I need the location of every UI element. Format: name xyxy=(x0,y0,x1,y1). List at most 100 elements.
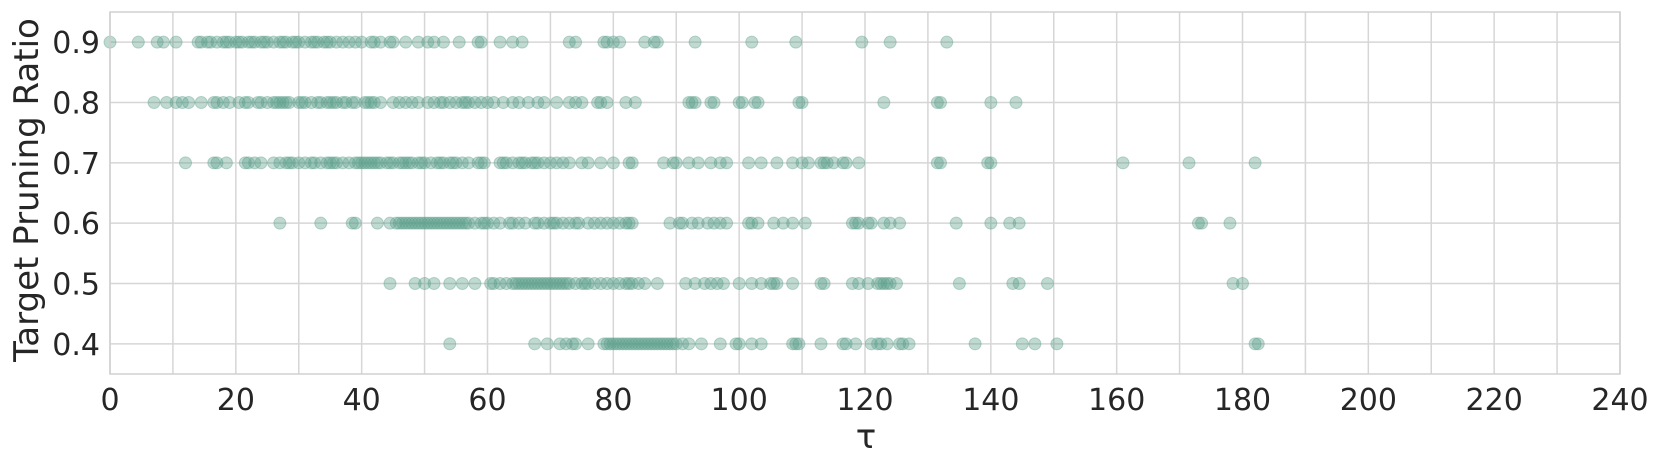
data-point xyxy=(487,96,501,109)
data-point xyxy=(883,216,897,230)
data-point xyxy=(896,337,910,351)
data-point xyxy=(949,216,963,230)
data-point xyxy=(562,35,576,49)
data-point xyxy=(694,337,708,351)
data-point xyxy=(361,156,375,170)
data-point xyxy=(436,216,450,230)
data-point xyxy=(411,35,425,49)
data-point xyxy=(458,216,472,230)
y-tick-label: 0.5 xyxy=(52,268,100,303)
data-point xyxy=(389,216,403,230)
y-tick-label: 0.9 xyxy=(52,26,100,61)
data-point xyxy=(861,216,875,230)
data-point xyxy=(748,96,762,109)
data-point xyxy=(367,156,381,170)
data-point xyxy=(254,96,268,109)
data-point xyxy=(581,216,595,230)
data-point xyxy=(374,156,388,170)
data-point xyxy=(462,156,476,170)
data-point xyxy=(207,156,221,170)
data-point xyxy=(421,216,435,230)
data-point xyxy=(632,337,645,351)
data-point xyxy=(547,277,561,290)
data-point xyxy=(348,156,362,170)
data-point xyxy=(562,156,576,170)
data-point xyxy=(550,216,564,230)
data-point xyxy=(345,96,359,109)
data-point xyxy=(600,337,614,351)
data-point xyxy=(650,277,664,290)
data-point xyxy=(320,156,334,170)
data-point xyxy=(518,216,532,230)
data-point xyxy=(436,35,450,49)
data-point xyxy=(792,337,806,351)
data-point xyxy=(455,156,469,170)
data-point xyxy=(348,96,362,109)
data-point xyxy=(594,96,608,109)
data-point xyxy=(531,96,545,109)
data-point xyxy=(285,156,299,170)
data-point xyxy=(386,35,400,49)
data-point xyxy=(789,337,803,351)
data-point xyxy=(314,156,328,170)
data-point xyxy=(414,216,428,230)
data-point xyxy=(399,96,413,109)
data-point xyxy=(436,96,450,109)
x-tick-label: 60 xyxy=(468,383,506,418)
data-point xyxy=(632,277,645,290)
data-point xyxy=(399,35,413,49)
x-axis-label: τ xyxy=(856,417,876,457)
data-point xyxy=(257,35,271,49)
data-point xyxy=(515,156,529,170)
data-point xyxy=(676,216,690,230)
data-point xyxy=(754,337,768,351)
data-point xyxy=(754,277,768,290)
data-point xyxy=(405,156,419,170)
data-point xyxy=(861,277,875,290)
data-point xyxy=(270,96,284,109)
data-point xyxy=(666,337,680,351)
data-point xyxy=(691,156,705,170)
data-point xyxy=(597,337,611,351)
data-point xyxy=(1003,216,1017,230)
data-point xyxy=(219,156,233,170)
data-point xyxy=(427,35,441,49)
data-point xyxy=(241,96,255,109)
data-point xyxy=(169,96,183,109)
data-point xyxy=(820,156,834,170)
data-point xyxy=(934,156,947,170)
data-point xyxy=(767,216,781,230)
data-point xyxy=(298,35,312,49)
data-point xyxy=(506,216,520,230)
data-point xyxy=(443,96,457,109)
x-tick-label: 180 xyxy=(1214,383,1271,418)
data-point xyxy=(735,96,749,109)
data-point xyxy=(474,96,488,109)
data-point xyxy=(273,216,287,230)
data-point xyxy=(682,156,696,170)
data-point xyxy=(657,156,671,170)
data-point xyxy=(732,96,746,109)
x-tick-label: 140 xyxy=(962,383,1019,418)
data-point xyxy=(704,277,718,290)
data-point xyxy=(650,337,664,351)
x-tick-label: 0 xyxy=(100,383,119,418)
data-point xyxy=(210,96,224,109)
data-point xyxy=(984,96,998,109)
data-point xyxy=(496,96,510,109)
data-point xyxy=(503,216,517,230)
data-point xyxy=(481,96,494,109)
data-point xyxy=(685,216,699,230)
data-point xyxy=(512,277,526,290)
data-point xyxy=(427,216,441,230)
data-point xyxy=(1236,277,1249,290)
data-point xyxy=(364,156,378,170)
data-point xyxy=(219,35,233,49)
data-point xyxy=(506,156,520,170)
data-point xyxy=(600,96,614,109)
data-point xyxy=(380,156,394,170)
data-point xyxy=(625,216,639,230)
data-point xyxy=(698,277,712,290)
x-tick-label: 120 xyxy=(836,383,893,418)
data-point xyxy=(613,216,627,230)
